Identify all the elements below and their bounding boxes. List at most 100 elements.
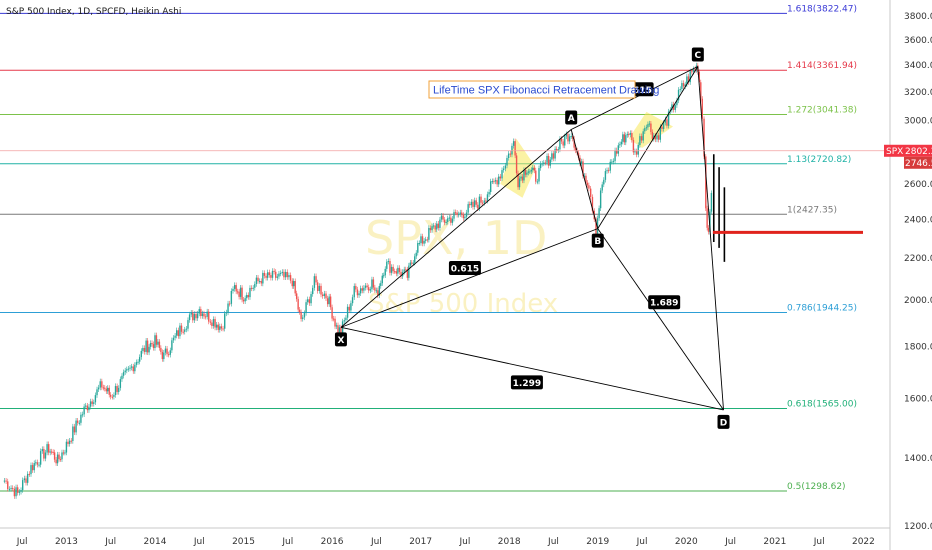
candle-body-230 (369, 289, 372, 291)
candle-body-262 (418, 243, 421, 245)
candle-body-345 (549, 159, 551, 166)
candle-body-277 (442, 215, 444, 220)
candle-body-72 (118, 387, 120, 392)
candle-body-76 (124, 370, 126, 373)
candle-body-221 (355, 286, 357, 290)
candle-body-78 (127, 368, 130, 370)
candle-body-382 (607, 170, 610, 172)
candle-body-32 (55, 459, 57, 464)
candle-body-77 (126, 369, 128, 371)
candle-body-107 (172, 337, 175, 341)
candle-body-203 (326, 298, 329, 305)
y-tick-label-5: 2200.00 (904, 254, 932, 264)
candle-body-279 (445, 221, 447, 223)
candle-body-144 (232, 288, 234, 292)
candle-body-28 (49, 451, 51, 453)
candle-body-410 (651, 131, 654, 139)
candle-body-66 (108, 387, 110, 395)
candle-body-389 (619, 144, 621, 146)
candle-body-350 (557, 149, 560, 151)
candle-body-179 (288, 275, 290, 278)
candle-body-23 (41, 449, 43, 452)
candle-body-385 (612, 160, 615, 162)
candle-body-218 (350, 303, 352, 311)
candle-body-287 (457, 214, 460, 216)
candle-body-236 (378, 286, 381, 296)
y-tick-label-9: 3000.00 (904, 117, 932, 127)
candle-body-337 (536, 181, 539, 183)
note-text: LifeTime SPX Fibonacci Retracement Drawi… (433, 85, 659, 97)
candle-body-334 (532, 167, 534, 170)
candle-body-431 (686, 76, 688, 85)
candle-body-325 (518, 178, 521, 188)
candle-body-443 (705, 156, 707, 209)
candle-body-292 (465, 212, 468, 217)
candle-body-48 (80, 414, 82, 423)
candle-body-40 (67, 441, 69, 444)
candle-body-103 (166, 348, 168, 355)
candle-body-163 (262, 272, 264, 284)
candle-body-317 (506, 157, 508, 166)
candle-body-369 (586, 182, 589, 186)
candle-body-65 (107, 387, 109, 392)
note-box[interactable]: LifeTime SPX Fibonacci Retracement Drawi… (428, 80, 659, 99)
candle-body-166 (266, 272, 269, 278)
candle-body-180 (289, 275, 292, 281)
candle-body-225 (361, 288, 363, 291)
candle-body-393 (625, 135, 627, 143)
ratio-box-3 (510, 375, 543, 390)
point-marker-A (565, 110, 578, 125)
candle-body-139 (224, 313, 226, 329)
candle-body-196 (315, 276, 317, 283)
candle-body-444 (706, 208, 708, 228)
candle-body-189 (303, 313, 306, 318)
candle-body-177 (284, 271, 287, 278)
candle-body-223 (358, 293, 360, 296)
candle-body-122 (196, 313, 199, 319)
candle-body-18 (33, 463, 35, 471)
candle-body-220 (353, 286, 355, 298)
candle-body-420 (667, 111, 670, 126)
candle-body-208 (334, 318, 336, 327)
candle-body-280 (447, 218, 449, 222)
y-tick-label-6: 2400.00 (904, 215, 932, 225)
candle-body-340 (541, 163, 543, 165)
candle-body-250 (400, 271, 402, 277)
candle-body-278 (443, 219, 446, 223)
candle-body-15 (28, 473, 31, 475)
candle-body-414 (657, 135, 660, 140)
watermark-symbol: SPX, 1D (365, 211, 547, 265)
candle-body-387 (615, 150, 618, 154)
candle-body-157 (252, 287, 254, 289)
candle-body-302 (481, 202, 484, 204)
candle-body-398 (632, 139, 635, 153)
candle-body-240 (384, 268, 386, 276)
candle-body-333 (530, 169, 533, 172)
candle-body-12 (23, 478, 26, 481)
candles-layer (3, 62, 726, 499)
candle-body-55 (91, 401, 93, 404)
watermark-name: S&P 500 Index (368, 289, 558, 319)
candle-body-319 (509, 153, 512, 155)
candle-body-34 (58, 454, 60, 460)
y-tick-label-11: 3400.00 (904, 61, 932, 71)
candle-body-316 (504, 165, 507, 169)
candle-body-321 (512, 141, 515, 146)
candle-body-217 (348, 306, 350, 311)
symbol-tag-text: SPX (886, 147, 903, 157)
candle-body-214 (343, 320, 345, 322)
candle-body-329 (524, 170, 527, 175)
candle-body-227 (364, 285, 367, 288)
point-label-X: X (337, 336, 344, 346)
candle-body-192 (308, 299, 311, 304)
candle-body-173 (278, 273, 280, 277)
candle-body-106 (171, 340, 173, 351)
candle-body-44 (73, 426, 76, 433)
candle-body-85 (138, 357, 141, 362)
candle-body-95 (154, 335, 156, 349)
candle-body-119 (192, 312, 194, 321)
candle-body-419 (666, 119, 668, 126)
candle-body-246 (394, 271, 396, 273)
x-tick-label-11: 2018 (498, 537, 521, 547)
